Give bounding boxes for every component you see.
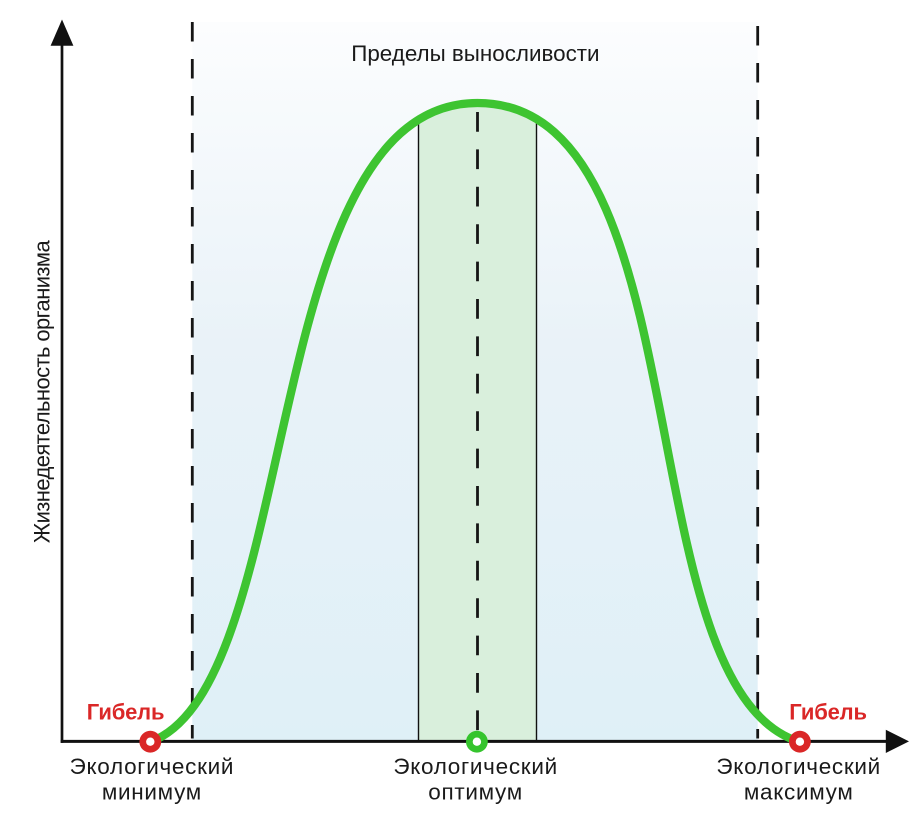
svg-text:Жизнедеятельность организма: Жизнедеятельность организма xyxy=(30,240,55,544)
svg-text:Пределы выносливости: Пределы выносливости xyxy=(351,41,599,66)
svg-text:Гибель: Гибель xyxy=(87,699,165,724)
svg-text:Гибель: Гибель xyxy=(789,699,867,724)
